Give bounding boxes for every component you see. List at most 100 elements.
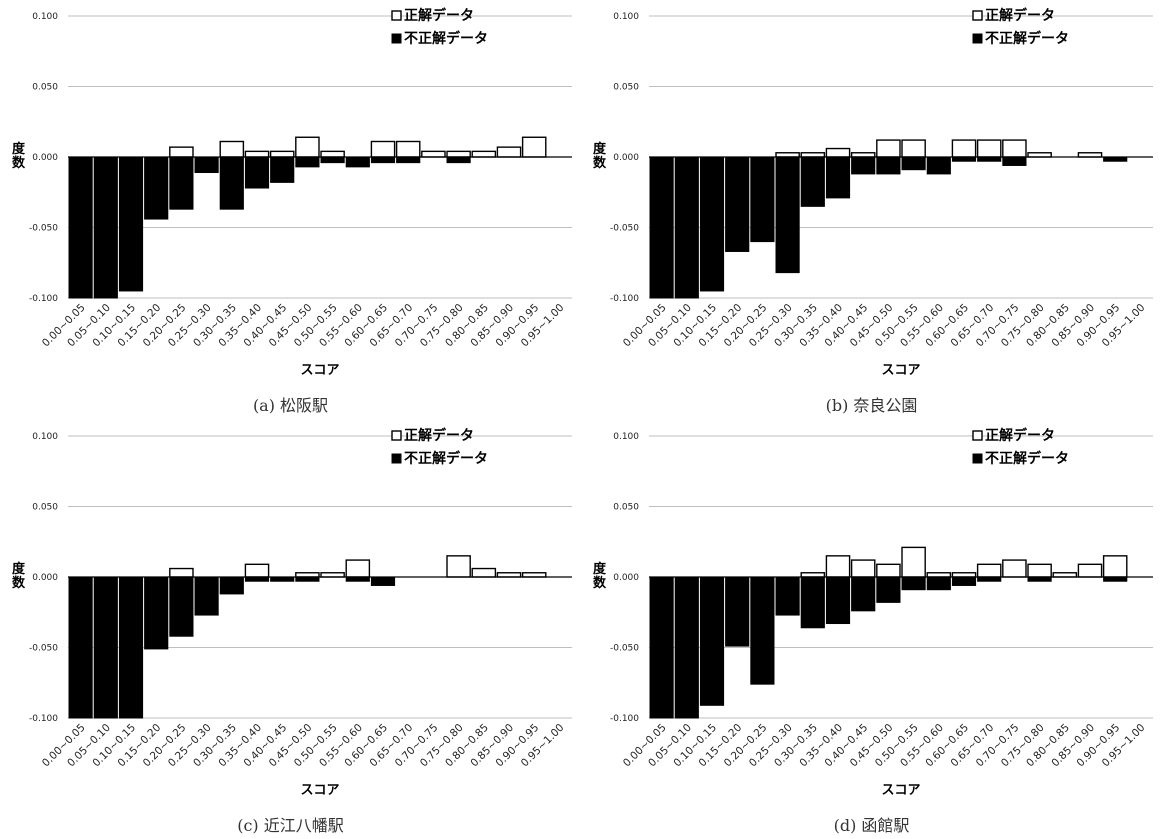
chart-b: 0.1000.0500.000-0.050-0.100度数0.00~0.050.… (593, 7, 1153, 378)
bar-correct (876, 563, 901, 578)
bar-correct (901, 139, 926, 158)
chart-c: 0.1000.0500.000-0.050-0.100度数0.00~0.050.… (12, 427, 572, 798)
bar-incorrect (320, 156, 345, 164)
y-tick-label: -0.100 (29, 714, 58, 724)
y-tick-label: 0.000 (613, 573, 639, 583)
bar-correct (850, 559, 876, 578)
bar-correct (446, 555, 471, 578)
y-tick-label: 0.050 (613, 503, 639, 513)
bar-incorrect (370, 576, 396, 586)
legend-label: 正解データ (985, 7, 1055, 24)
y-tick-label: -0.100 (29, 294, 58, 304)
legend-swatch (972, 453, 983, 464)
bar-incorrect (649, 156, 674, 299)
bar-correct (169, 146, 194, 158)
bar-incorrect (396, 156, 421, 164)
x-axis-label: スコア (300, 363, 339, 378)
bar-incorrect (825, 576, 851, 625)
y-axis-label: 度数 (593, 141, 607, 171)
bar-correct (1002, 559, 1027, 578)
legend-label: 不正解データ (985, 30, 1069, 47)
chart-a: 0.1000.0500.000-0.050-0.100度数0.00~0.050.… (12, 7, 572, 378)
bar-incorrect (118, 576, 144, 719)
bar-correct (876, 139, 901, 158)
bar-incorrect (725, 156, 750, 252)
bar-incorrect (118, 156, 144, 292)
legend-label: 不正解データ (985, 450, 1069, 467)
bar-correct (219, 140, 245, 158)
y-tick-label: 0.050 (613, 83, 639, 93)
bar-correct (825, 147, 851, 158)
bar-correct (471, 567, 497, 578)
bar-correct (395, 140, 421, 158)
bar-incorrect (370, 156, 396, 164)
y-tick-label: 0.100 (613, 432, 639, 442)
bar-correct (169, 567, 194, 578)
bar-correct (1102, 555, 1128, 578)
bar-correct (1027, 563, 1052, 578)
bar-correct (370, 140, 396, 158)
bar-incorrect (93, 156, 118, 299)
bar-correct (976, 139, 1002, 158)
bar-incorrect (68, 576, 93, 719)
y-tick-label: 0.050 (32, 503, 58, 513)
bar-incorrect (699, 576, 725, 706)
bar-incorrect (144, 156, 169, 220)
legend-label: 正解データ (404, 427, 474, 444)
bar-correct (1002, 139, 1027, 158)
y-axis-label: 度数 (593, 561, 607, 591)
legend-label: 正解データ (404, 7, 474, 24)
bar-correct (471, 150, 497, 158)
bar-incorrect (851, 156, 876, 175)
bar-incorrect (1002, 156, 1027, 166)
y-tick-label: -0.050 (29, 644, 58, 654)
x-axis-label: スコア (300, 783, 339, 798)
bar-correct (496, 146, 522, 158)
bar-incorrect (674, 156, 699, 299)
legend-label: 正解データ (985, 427, 1055, 444)
bar-incorrect (926, 156, 951, 175)
bar-incorrect (219, 156, 244, 210)
bar-incorrect (699, 156, 725, 292)
bar-incorrect (775, 156, 800, 274)
bar-incorrect (169, 156, 194, 210)
bar-correct (825, 555, 851, 578)
bar-correct (295, 136, 320, 158)
bar-incorrect (825, 156, 851, 199)
bar-incorrect (750, 576, 775, 685)
bar-incorrect (144, 576, 169, 650)
legend-swatch (972, 33, 983, 44)
chart-panel-a: 0.100 0.050 0.000 -0.050 -0.100 度数 0.00~0.05 0.… (0, 0, 581, 419)
bar-correct (1077, 563, 1103, 578)
legend-swatch (972, 430, 983, 441)
chart-panel-b: 0.100 0.050 0.000 -0.050 -0.100 度数 0.00~0.05 0.… (581, 0, 1162, 419)
y-tick-label: -0.050 (610, 224, 639, 234)
bar-incorrect (674, 576, 699, 719)
y-tick-label: 0.100 (613, 12, 639, 22)
bar-incorrect (93, 576, 118, 719)
chart-caption: (b) 奈良公園 (825, 396, 918, 415)
bar-incorrect (169, 576, 194, 637)
bar-incorrect (446, 156, 471, 164)
bar-incorrect (926, 576, 951, 591)
y-tick-label: 0.050 (32, 83, 58, 93)
bar-correct (320, 150, 345, 158)
legend-label: 不正解データ (404, 30, 488, 47)
chart-panel-c: 0.100 0.050 0.000 -0.050 -0.100 度数 0.00~0.05 0.… (0, 420, 581, 839)
chart-d: 0.1000.0500.000-0.050-0.100度数0.00~0.050.… (593, 427, 1153, 798)
x-axis-label: スコア (881, 363, 920, 378)
bar-incorrect (345, 156, 370, 168)
y-axis-label: 度数 (12, 141, 26, 171)
chart-caption: (c) 近江八幡駅 (237, 816, 344, 835)
bar-incorrect (951, 576, 977, 586)
bar-correct (521, 136, 547, 158)
bar-correct (244, 563, 270, 578)
legend-swatch (391, 430, 402, 441)
bar-correct (976, 563, 1002, 578)
bar-incorrect (244, 156, 270, 189)
chart-caption: (a) 松阪駅 (252, 396, 329, 415)
bar-incorrect (775, 576, 800, 616)
legend-swatch (972, 10, 983, 21)
y-tick-label: 0.100 (32, 12, 58, 22)
y-tick-label: -0.050 (610, 644, 639, 654)
